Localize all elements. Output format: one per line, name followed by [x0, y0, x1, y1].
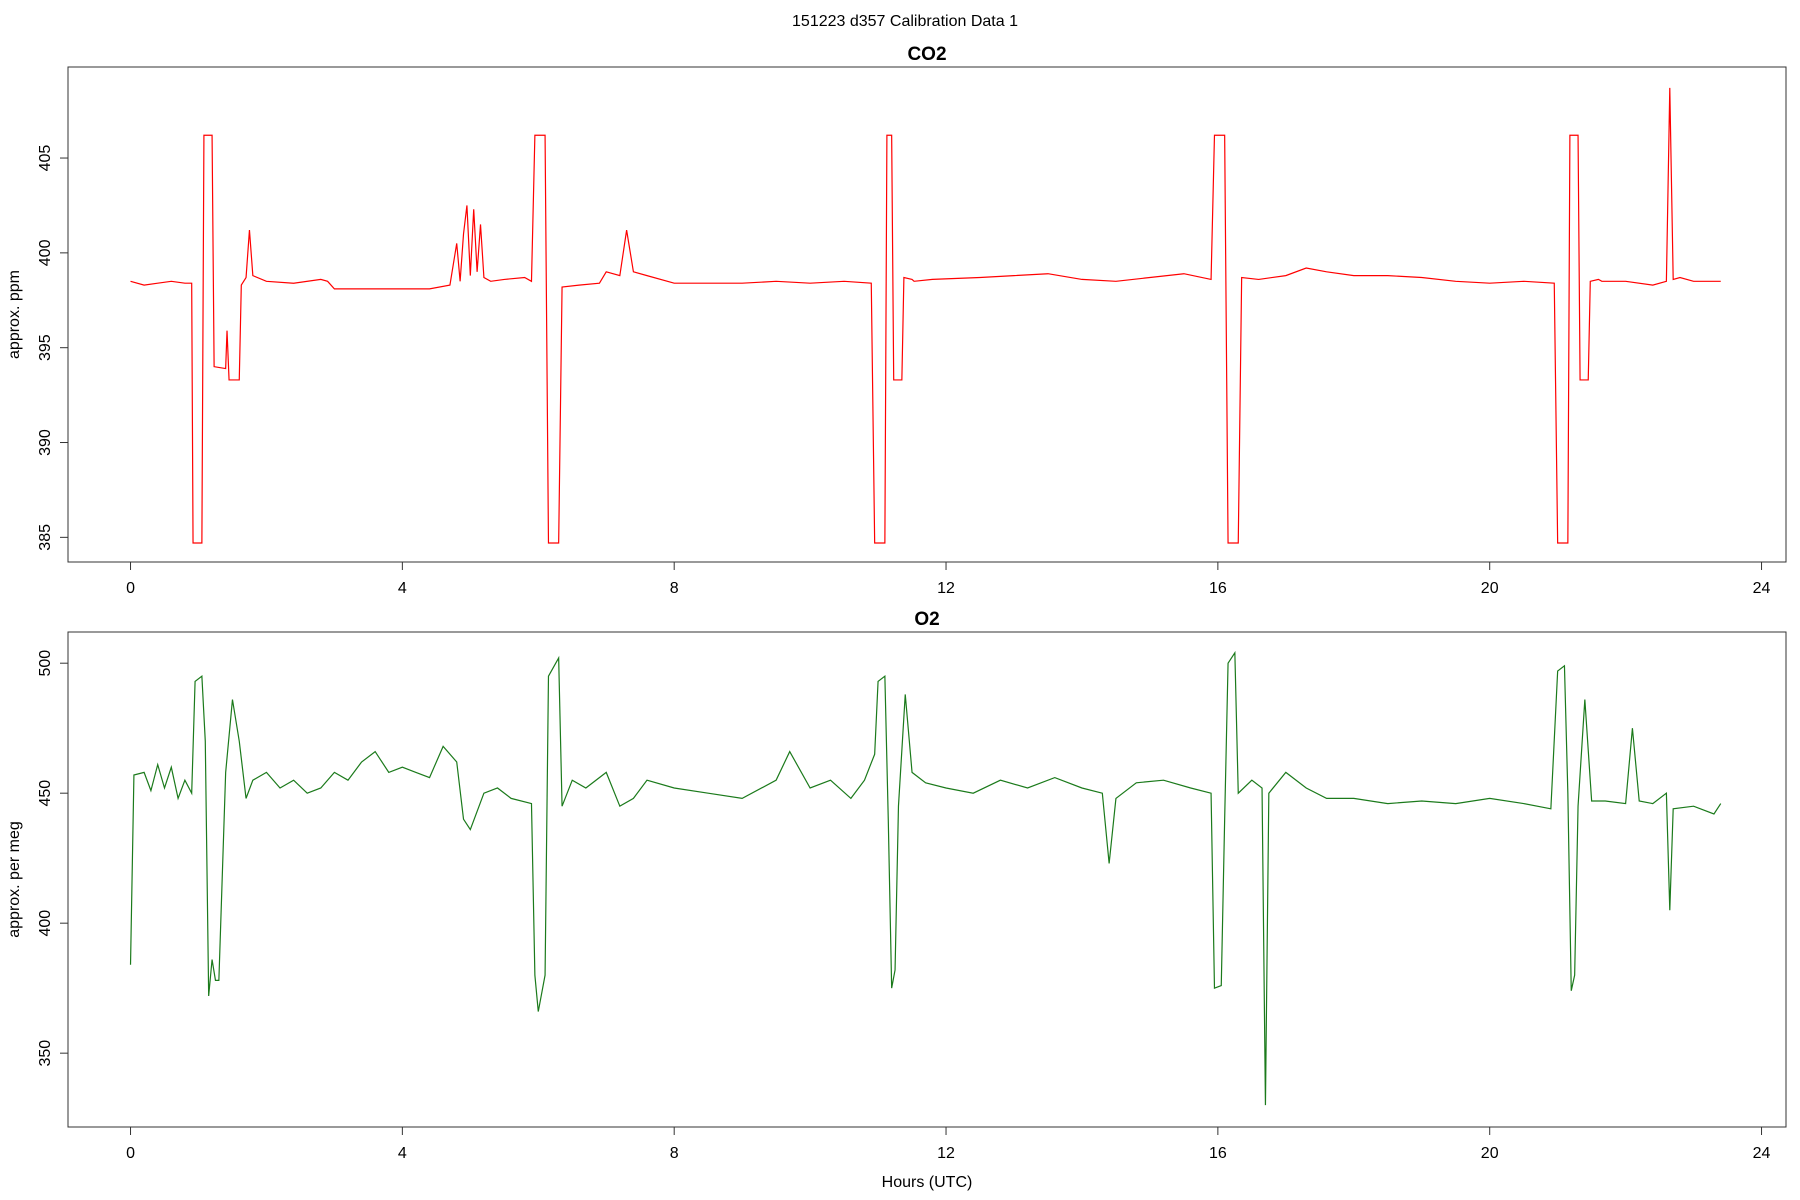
panel-title: CO2: [907, 44, 946, 65]
y-tick-label: 350: [37, 1040, 54, 1067]
x-tick-label: 4: [398, 580, 407, 597]
y-tick-label: 500: [37, 650, 54, 677]
x-tick-label: 8: [670, 580, 679, 597]
x-tick-label: 16: [1209, 1145, 1227, 1162]
x-tick-label: 24: [1753, 580, 1771, 597]
x-tick-label: 0: [126, 1145, 135, 1162]
page-title: 151223 d357 Calibration Data 1: [792, 13, 1018, 30]
x-tick-label: 4: [398, 1145, 407, 1162]
data-line: [130, 87, 1721, 544]
x-tick-label: 12: [937, 580, 955, 597]
y-tick-label: 405: [37, 145, 54, 172]
y-axis-label: approx. per meg: [6, 821, 23, 938]
x-tick-label: 0: [126, 580, 135, 597]
y-tick-label: 400: [37, 239, 54, 266]
x-tick-label: 16: [1209, 580, 1227, 597]
plot-frame: [67, 66, 1787, 563]
x-tick-label: 8: [670, 1145, 679, 1162]
y-axis-label: approx. ppm: [6, 270, 23, 359]
plot-frame: [67, 631, 1787, 1128]
x-tick-label: 12: [937, 1145, 955, 1162]
y-tick-label: 385: [37, 524, 54, 551]
y-tick-label: 390: [37, 429, 54, 456]
y-tick-label: 400: [37, 910, 54, 937]
x-tick-label: 20: [1481, 580, 1499, 597]
x-tick-label: 20: [1481, 1145, 1499, 1162]
panel-title: O2: [914, 609, 939, 630]
data-line: [129, 650, 1722, 1106]
y-tick-label: 450: [37, 780, 54, 807]
y-tick-label: 395: [37, 334, 54, 361]
x-tick-label: 24: [1753, 1145, 1771, 1162]
x-axis-label: Hours (UTC): [882, 1174, 973, 1191]
